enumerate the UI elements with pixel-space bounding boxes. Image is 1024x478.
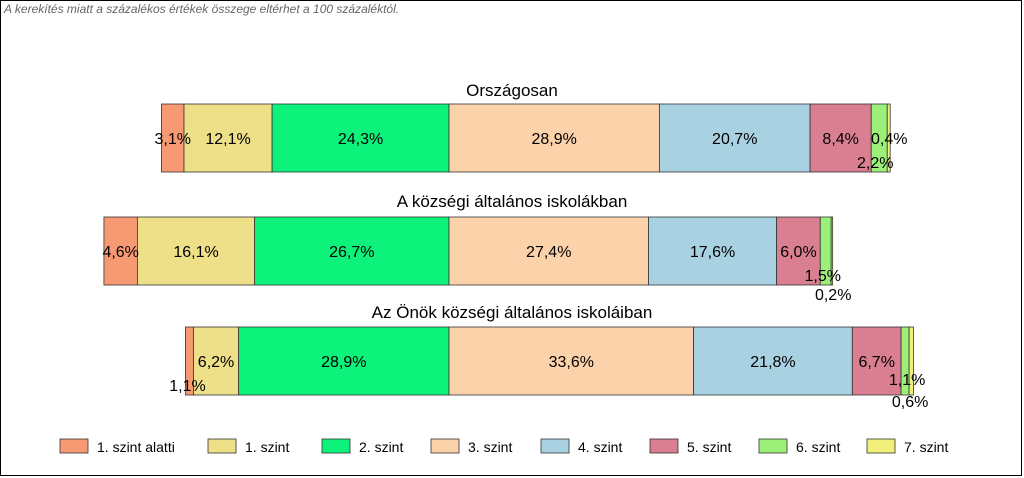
group-title-3: Az Önök községi általános iskoláiban <box>372 303 653 322</box>
legend-swatch-5 <box>649 438 679 454</box>
data-label-1-level-2: 24,3% <box>338 131 383 148</box>
data-label-1-level-3: 28,9% <box>532 131 577 148</box>
group-title-2: A községi általános iskolákban <box>397 192 628 211</box>
bar-segment-2-level-5 <box>776 216 821 286</box>
legend-swatch-3 <box>430 438 460 454</box>
bar-segment-2-level-1 <box>137 216 256 286</box>
bar-segment-2-level-3 <box>448 216 649 286</box>
bar-segment-1-level-4 <box>658 103 811 173</box>
bar-segment-2-level-0 <box>103 216 138 286</box>
data-label-3-level-4: 21,8% <box>750 354 795 371</box>
data-label-3-level-2: 28,9% <box>321 354 366 371</box>
legend-swatch-1 <box>207 438 237 454</box>
legend-label-4: 4. szint <box>578 439 622 455</box>
data-label-2-level-4: 17,6% <box>690 244 735 261</box>
legend-swatch-0 <box>59 438 89 454</box>
data-label-2-level-2: 26,7% <box>329 244 374 261</box>
bar-segment-3-level-2 <box>238 326 450 396</box>
data-label-1-level-0: 3,1% <box>154 131 190 148</box>
data-label-1-level-7: 0,4% <box>871 131 907 148</box>
bar-segment-1-level-1 <box>183 103 273 173</box>
bar-segment-3-level-1 <box>193 326 240 396</box>
data-label-1-level-5: 8,4% <box>822 131 858 148</box>
bar-segment-3-level-7 <box>908 326 914 396</box>
bar-segment-3-level-4 <box>693 326 853 396</box>
data-label-2-level-1: 16,1% <box>173 244 218 261</box>
data-label-2-level-0: 4,6% <box>102 244 138 261</box>
legend-label-0: 1. szint alatti <box>97 439 175 455</box>
data-label-3-level-7: 0,6% <box>892 394 928 411</box>
legend-swatch-6 <box>758 438 788 454</box>
legend-label-7: 7. szint <box>904 439 948 455</box>
data-label-2-level-5: 6,0% <box>780 244 816 261</box>
data-label-2-level-3: 27,4% <box>526 244 571 261</box>
bar-segment-2-level-4 <box>648 216 777 286</box>
data-label-2-level-7: 0,2% <box>815 287 851 304</box>
legend-label-3: 3. szint <box>468 439 512 455</box>
bar-segment-2-level-2 <box>254 216 450 286</box>
data-label-3-level-5: 6,7% <box>858 354 894 371</box>
bar-segment-3-level-3 <box>448 326 695 396</box>
legend-label-5: 5. szint <box>687 439 731 455</box>
data-label-1-level-1: 12,1% <box>205 131 250 148</box>
legend-swatch-2 <box>321 438 351 454</box>
bar-segment-1-level-3 <box>448 103 660 173</box>
bar-segment-1-level-5 <box>809 103 872 173</box>
bar-segment-2-level-7 <box>830 216 834 286</box>
data-label-3-level-3: 33,6% <box>549 354 594 371</box>
legend-label-6: 6. szint <box>796 439 840 455</box>
group-title-1: Országosan <box>466 81 558 100</box>
rounding-note: A kerekítés miatt a százalékos értékek ö… <box>4 2 400 16</box>
data-label-1-level-6: 2,2% <box>857 155 893 172</box>
data-label-1-level-4: 20,7% <box>712 131 757 148</box>
data-label-2-level-6: 1,5% <box>805 268 841 285</box>
legend-swatch-7 <box>866 438 896 454</box>
data-label-3-level-1: 6,2% <box>198 354 234 371</box>
legend-swatch-4 <box>540 438 570 454</box>
legend-label-2: 2. szint <box>359 439 403 455</box>
legend-label-1: 1. szint <box>245 439 289 455</box>
data-label-3-level-6: 1,1% <box>889 372 925 389</box>
bar-segment-1-level-7 <box>886 103 891 173</box>
data-label-3-level-0: 1,1% <box>169 378 205 395</box>
